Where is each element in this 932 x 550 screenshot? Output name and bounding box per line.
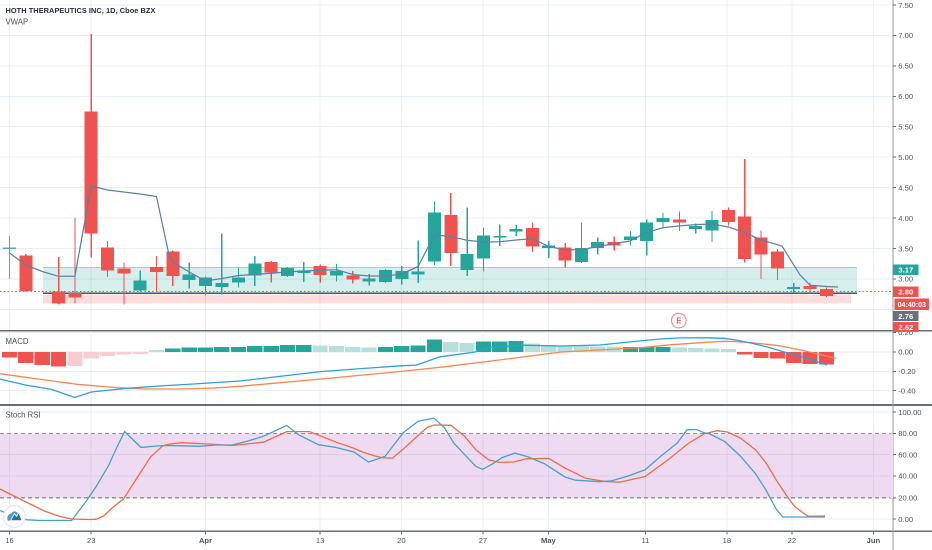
svg-text:0.00: 0.00 — [898, 515, 913, 524]
svg-text:VWAP: VWAP — [6, 18, 29, 27]
svg-text:4.00: 4.00 — [898, 214, 913, 223]
svg-text:MACD: MACD — [6, 337, 29, 346]
svg-text:5.00: 5.00 — [898, 153, 913, 162]
svg-text:23: 23 — [87, 536, 95, 545]
svg-text:40.00: 40.00 — [898, 472, 917, 481]
svg-text:80.00: 80.00 — [898, 429, 917, 438]
svg-text:16: 16 — [5, 536, 13, 545]
svg-text:Stoch RSI: Stoch RSI — [6, 410, 41, 419]
svg-text:4.50: 4.50 — [898, 183, 913, 192]
svg-text:22: 22 — [788, 536, 796, 545]
svg-text:-0.20: -0.20 — [898, 367, 915, 376]
svg-text:5.50: 5.50 — [898, 123, 913, 132]
svg-text:60.00: 60.00 — [898, 450, 917, 459]
svg-text:13: 13 — [316, 536, 324, 545]
svg-text:Jun: Jun — [867, 536, 881, 545]
svg-text:0.00: 0.00 — [898, 348, 913, 357]
svg-text:2.62: 2.62 — [898, 323, 913, 332]
svg-text:18: 18 — [723, 536, 731, 545]
svg-text:3.00: 3.00 — [898, 275, 913, 284]
svg-text:6.00: 6.00 — [898, 92, 913, 101]
svg-text:3.17: 3.17 — [898, 265, 913, 274]
svg-text:E: E — [676, 317, 681, 326]
svg-text:7.00: 7.00 — [898, 31, 913, 40]
svg-text:2.76: 2.76 — [898, 312, 913, 321]
svg-text:May: May — [541, 536, 557, 545]
svg-text:04:40:03: 04:40:03 — [898, 301, 926, 309]
svg-text:3.50: 3.50 — [898, 244, 913, 253]
svg-text:20.00: 20.00 — [898, 494, 917, 503]
svg-text:Apr: Apr — [199, 536, 212, 545]
svg-text:11: 11 — [641, 536, 649, 545]
svg-text:2.80: 2.80 — [898, 287, 913, 296]
svg-text:27: 27 — [479, 536, 487, 545]
svg-text:7.50: 7.50 — [898, 1, 913, 10]
svg-text:100.00: 100.00 — [898, 408, 921, 417]
svg-text:6.50: 6.50 — [898, 62, 913, 71]
svg-text:0.20: 0.20 — [898, 328, 913, 337]
svg-text:20: 20 — [397, 536, 405, 545]
svg-text:HOTH THERAPEUTICS INC, 1D, Cbo: HOTH THERAPEUTICS INC, 1D, Cboe BZX — [6, 6, 156, 15]
svg-text:-0.40: -0.40 — [898, 387, 915, 396]
